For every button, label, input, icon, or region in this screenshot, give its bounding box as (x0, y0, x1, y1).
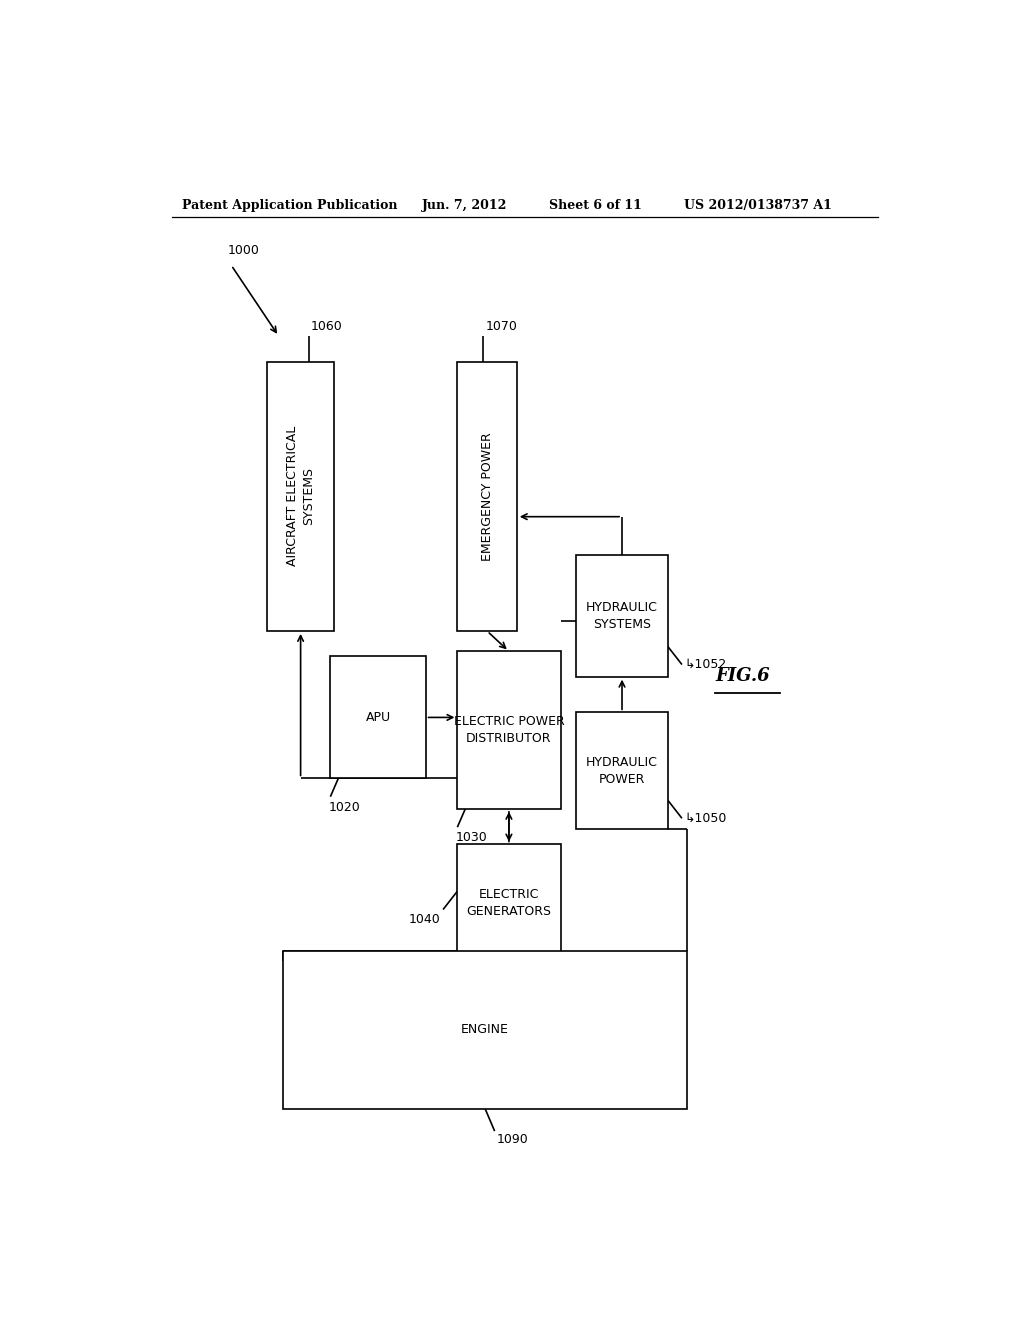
Text: 1090: 1090 (497, 1133, 528, 1146)
Text: ELECTRIC POWER
DISTRIBUTOR: ELECTRIC POWER DISTRIBUTOR (454, 715, 564, 744)
Text: 1060: 1060 (311, 321, 343, 333)
Bar (458, 362, 517, 631)
Bar (458, 845, 560, 961)
Text: FIG.6: FIG.6 (715, 667, 770, 685)
Text: ELECTRIC
GENERATORS: ELECTRIC GENERATORS (466, 888, 552, 917)
Text: AIRCRAFT ELECTRICAL
SYSTEMS: AIRCRAFT ELECTRICAL SYSTEMS (286, 426, 315, 566)
Text: Jun. 7, 2012: Jun. 7, 2012 (422, 198, 507, 211)
Text: 1030: 1030 (456, 832, 487, 845)
Bar (331, 656, 426, 779)
Bar (267, 362, 334, 631)
Text: 1020: 1020 (329, 801, 360, 813)
Bar (577, 713, 668, 829)
Text: ↳1050: ↳1050 (684, 812, 727, 825)
Text: APU: APU (366, 711, 390, 723)
Bar (458, 651, 560, 809)
Text: HYDRAULIC
SYSTEMS: HYDRAULIC SYSTEMS (586, 601, 658, 631)
Bar (283, 952, 687, 1109)
Text: Sheet 6 of 11: Sheet 6 of 11 (549, 198, 641, 211)
Text: 1040: 1040 (409, 912, 440, 925)
Text: HYDRAULIC
POWER: HYDRAULIC POWER (586, 756, 658, 785)
Text: EMERGENCY POWER: EMERGENCY POWER (480, 432, 494, 561)
Text: US 2012/0138737 A1: US 2012/0138737 A1 (684, 198, 831, 211)
Text: ↳1052: ↳1052 (684, 659, 727, 671)
Text: 1000: 1000 (227, 244, 259, 257)
Bar (577, 554, 668, 677)
Text: 1070: 1070 (485, 321, 517, 333)
Text: Patent Application Publication: Patent Application Publication (182, 198, 397, 211)
Text: ENGINE: ENGINE (461, 1023, 509, 1036)
